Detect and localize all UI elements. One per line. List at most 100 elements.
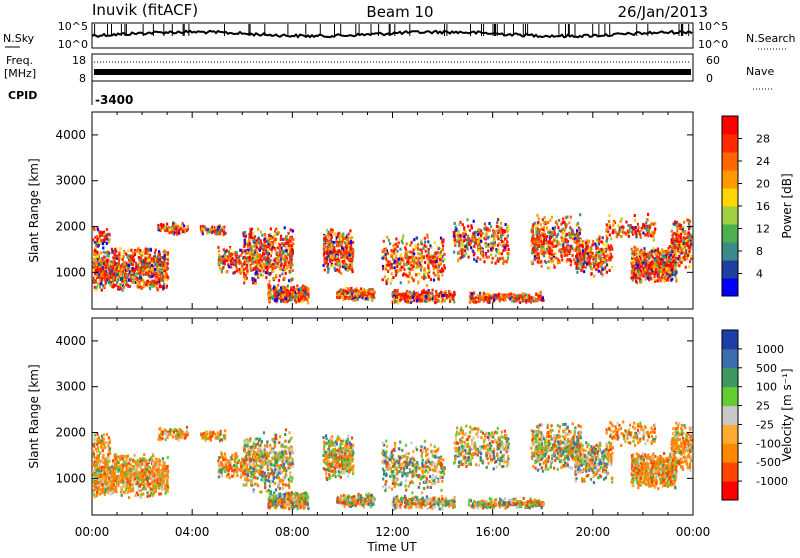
range-time-cell — [253, 268, 255, 271]
range-time-cell — [409, 296, 411, 299]
range-time-cell — [423, 291, 425, 294]
range-time-cell — [401, 266, 403, 269]
range-time-cell — [147, 280, 149, 283]
range-time-cell — [593, 263, 595, 266]
range-time-cell — [566, 216, 568, 219]
range-time-cell — [99, 286, 101, 289]
range-time-cell — [576, 223, 578, 226]
range-time-cell — [539, 234, 541, 237]
range-time-cell — [537, 253, 539, 256]
range-time-cell — [133, 281, 135, 284]
range-time-cell — [435, 266, 437, 269]
range-time-cell — [398, 241, 400, 244]
range-time-cell — [334, 232, 336, 235]
range-time-cell — [580, 256, 582, 259]
noise-sky-line — [92, 31, 692, 38]
range-time-cell — [119, 286, 121, 289]
range-time-cell — [103, 262, 105, 265]
range-time-cell — [341, 233, 343, 236]
range-time-cell — [536, 248, 538, 251]
range-time-cell — [493, 230, 495, 233]
range-time-cell — [141, 272, 143, 275]
range-time-cell — [468, 242, 470, 245]
range-time-cell — [580, 265, 582, 268]
range-time-cell — [260, 242, 262, 245]
range-time-cell — [458, 244, 460, 247]
range-time-cell — [288, 279, 290, 282]
range-time-cell — [419, 254, 421, 257]
range-time-cell — [651, 268, 653, 271]
range-time-cell — [640, 262, 642, 265]
range-time-cell — [129, 259, 131, 262]
range-time-cell — [428, 248, 430, 251]
range-time-cell — [352, 241, 354, 244]
range-time-cell — [97, 282, 99, 285]
range-time-cell — [498, 293, 500, 296]
range-time-cell — [464, 249, 466, 252]
range-time-cell — [443, 299, 445, 302]
range-time-cell — [534, 222, 536, 225]
range-time-cell — [395, 274, 397, 277]
range-time-cell — [557, 226, 559, 229]
range-time-cell — [566, 233, 568, 236]
range-time-cell — [112, 256, 114, 259]
range-time-cell — [337, 244, 339, 247]
range-time-cell — [472, 232, 474, 235]
range-time-cell — [502, 249, 504, 252]
range-time-cell — [244, 256, 246, 259]
range-time-cell — [291, 253, 293, 256]
range-time-cell — [252, 232, 254, 235]
range-time-cell — [256, 239, 258, 242]
range-time-cell — [349, 293, 351, 296]
range-time-cell — [602, 258, 604, 261]
range-time-cell — [121, 277, 123, 280]
range-time-cell — [151, 275, 153, 278]
range-time-cell — [438, 274, 440, 277]
range-time-cell — [441, 268, 443, 271]
range-time-cell — [139, 283, 141, 286]
range-time-cell — [501, 240, 503, 243]
range-time-cell — [391, 255, 393, 258]
range-time-cell — [350, 240, 352, 243]
range-time-cell — [290, 228, 292, 231]
range-time-cell — [440, 248, 442, 251]
range-time-cell — [590, 273, 592, 276]
range-time-cell — [122, 289, 124, 292]
range-time-cell — [653, 275, 655, 278]
range-time-cell — [500, 228, 502, 231]
range-time-cell — [365, 297, 367, 300]
range-time-cell — [497, 260, 499, 263]
range-time-cell — [417, 281, 419, 284]
range-time-cell — [293, 286, 295, 289]
range-time-cell — [103, 251, 105, 254]
range-time-cell — [97, 255, 99, 258]
range-time-cell — [405, 248, 407, 251]
range-time-cell — [286, 267, 288, 270]
range-time-cell — [104, 256, 106, 259]
range-time-cell — [128, 264, 130, 267]
range-time-cell — [348, 254, 350, 257]
range-time-cell — [337, 238, 339, 241]
range-time-cell — [124, 281, 126, 284]
range-time-cell — [344, 242, 346, 245]
range-time-cell — [457, 259, 459, 262]
range-time-cell — [174, 223, 176, 226]
range-time-cell — [667, 279, 669, 282]
range-time-cell — [102, 247, 104, 250]
range-time-cell — [348, 297, 350, 300]
range-time-cell — [404, 293, 406, 296]
range-time-cell — [255, 266, 257, 269]
range-time-cell — [291, 264, 293, 267]
range-time-cell — [131, 255, 133, 258]
range-time-cell — [253, 237, 255, 240]
range-time-cell — [481, 298, 483, 301]
range-time-cell — [141, 252, 143, 255]
range-time-cell — [675, 271, 677, 274]
range-time-cell — [287, 239, 289, 242]
range-time-cell — [532, 226, 534, 229]
range-time-cell — [350, 237, 352, 240]
range-time-cell — [216, 232, 218, 235]
range-time-cell — [531, 237, 533, 240]
range-time-cell — [285, 249, 287, 252]
range-time-cell — [406, 243, 408, 246]
